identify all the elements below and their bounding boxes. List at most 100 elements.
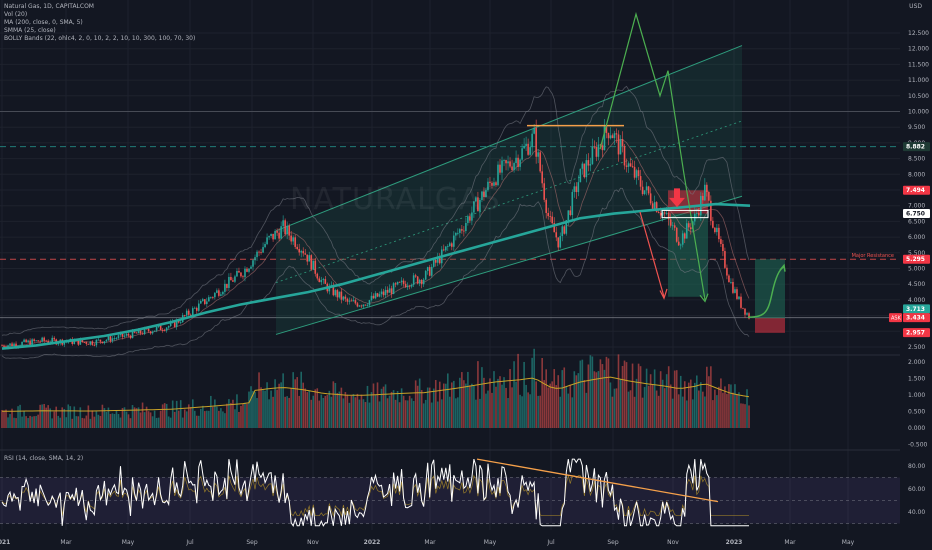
volume-bar	[318, 400, 321, 428]
volume-bar	[679, 375, 682, 428]
candle-body	[455, 232, 457, 236]
candle-body	[31, 339, 33, 345]
candle-body	[286, 225, 288, 235]
volume-bar	[734, 384, 736, 428]
price-label-box	[903, 254, 930, 264]
volume-bar	[392, 390, 395, 428]
volume-bar	[444, 383, 447, 428]
candle-body	[21, 341, 23, 346]
volume-bar	[137, 407, 140, 428]
time-tick-label: 2023	[726, 539, 743, 546]
candle-body	[653, 202, 656, 209]
volume-bar	[159, 410, 162, 428]
volume-bar	[129, 418, 132, 428]
candle-body	[659, 212, 662, 216]
candle-body	[398, 281, 401, 283]
currency-label[interactable]: USD	[909, 3, 922, 10]
candle-body	[290, 235, 292, 242]
volume-bar	[673, 370, 676, 428]
legend-vol[interactable]: Vol (20)	[4, 11, 28, 18]
volume-bar	[57, 415, 60, 428]
volume-tick-label: -0.500	[908, 442, 928, 449]
rsi-legend[interactable]: RSI (14, close, SMA, 14, 2)	[4, 455, 84, 462]
candle-body	[310, 255, 313, 270]
volume-bar	[436, 401, 439, 428]
candle-body	[677, 241, 680, 246]
price-tick-label: 11.000	[908, 77, 929, 84]
volume-bar	[63, 408, 66, 428]
candle-body	[238, 270, 240, 273]
candle-body	[320, 280, 323, 283]
legend-smma[interactable]: SMMA (25, close)	[4, 27, 56, 34]
volume-bar	[503, 377, 505, 428]
volume-bar	[39, 404, 41, 428]
volume-bar	[13, 417, 15, 428]
candle-body	[380, 291, 383, 295]
candle-body	[336, 290, 339, 298]
candle-body	[77, 339, 80, 345]
candle-body	[370, 295, 373, 301]
candle-body	[661, 212, 664, 216]
candle-body	[714, 227, 716, 233]
volume-bar	[724, 386, 726, 428]
time-tick-label: Sep	[246, 539, 258, 546]
candle-body	[29, 340, 31, 345]
volume-bar	[181, 417, 184, 428]
legend-bolly[interactable]: BOLLY Bands (22, ohlc4, 2, 0, 10, 2, 2, …	[4, 35, 196, 42]
volume-bar	[408, 395, 411, 428]
volume-tick-label: 2.000	[908, 359, 925, 366]
candle-body	[631, 166, 634, 167]
candle-body	[135, 332, 138, 334]
volume-bar	[320, 394, 323, 428]
candle-body	[248, 268, 250, 272]
time-tick-label: May	[484, 539, 497, 546]
candle-body	[726, 267, 728, 276]
volume-bar	[294, 379, 296, 428]
volume-bar	[149, 412, 152, 428]
volume-bar	[274, 379, 276, 428]
candle-body	[183, 315, 186, 316]
volume-bar	[412, 400, 415, 428]
volume-bar	[551, 381, 554, 428]
volume-bar	[489, 378, 491, 428]
volume-bar	[352, 394, 355, 428]
price-label-text: 6.750	[906, 211, 925, 218]
candle-body	[169, 322, 172, 327]
legend-ma[interactable]: MA (200, close, 0, SMA, 5)	[4, 19, 83, 26]
candle-body	[99, 339, 102, 342]
volume-bar	[374, 394, 377, 428]
candle-body	[139, 329, 142, 334]
candle-body	[364, 304, 367, 306]
candle-body	[428, 267, 431, 276]
volume-bar	[416, 385, 419, 428]
volume-tick-label: 0.500	[908, 409, 925, 416]
legend-title[interactable]: Natural Gas, 1D, CAPITALCOM	[4, 3, 94, 10]
volume-bar	[246, 403, 248, 428]
candle-body	[3, 345, 5, 347]
candle-body	[742, 307, 744, 309]
candle-body	[529, 147, 531, 155]
candle-body	[593, 146, 596, 148]
candle-body	[515, 157, 517, 164]
volume-bar	[238, 411, 240, 428]
candle-body	[220, 294, 222, 296]
volume-bar	[696, 375, 698, 428]
candle-body	[37, 340, 39, 342]
volume-bar	[133, 407, 136, 428]
volume-bar	[651, 384, 654, 428]
volume-bar	[262, 390, 264, 428]
candle-body	[583, 163, 586, 178]
candle-body	[187, 310, 190, 315]
price-tick-label: 5.000	[908, 266, 925, 273]
volume-bar	[461, 372, 463, 428]
volume-bar	[667, 366, 670, 428]
candle-body	[426, 267, 429, 271]
volume-bar	[621, 365, 624, 428]
candle-body	[539, 152, 541, 172]
candle-body	[348, 300, 351, 302]
volume-bar	[37, 414, 39, 428]
volume-bar	[290, 387, 292, 428]
volume-bar	[360, 394, 363, 428]
candle-body	[673, 225, 676, 228]
